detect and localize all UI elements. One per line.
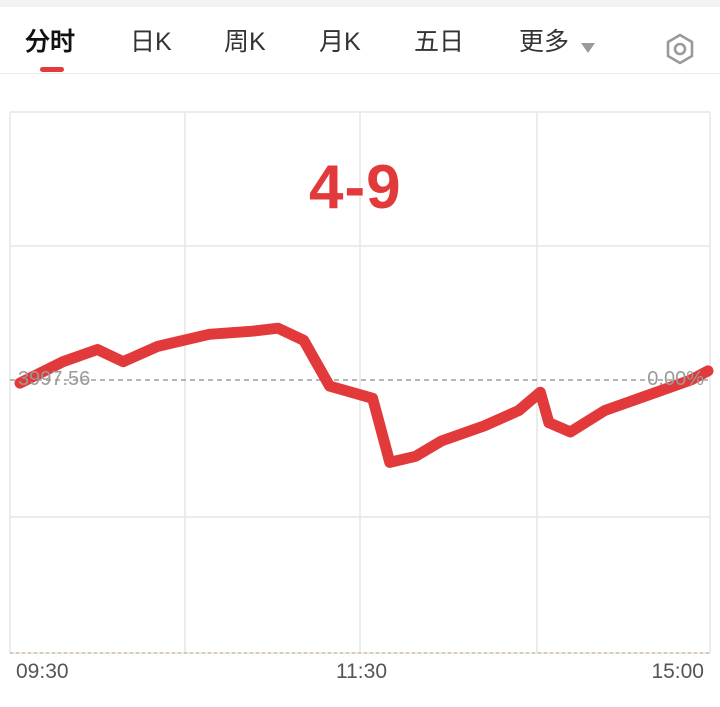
tab-weekly-k[interactable]: 周K [224,28,266,56]
x-tick-label: 15:00 [651,660,704,683]
x-tick-label: 09:30 [16,660,69,683]
active-tab-indicator [40,67,64,72]
tab-daily-k[interactable]: 日K [130,28,172,56]
settings-icon[interactable] [664,33,696,65]
tab-more[interactable]: 更多 [519,28,570,56]
x-tick-label: 11:30 [336,660,387,683]
prev-close-percent-label: 0.00% [647,368,704,390]
triangle-down-icon[interactable] [580,42,596,54]
tab-monthly-k[interactable]: 月K [319,28,361,56]
tab-five-day[interactable]: 五日 [414,28,465,56]
tab-intraday[interactable]: 分时 [25,28,76,56]
prev-close-price-label: 3997.56 [18,368,91,390]
intraday-chart [9,111,714,654]
chart-period-tabs: 分时 日K 周K 月K 五日 更多 [0,0,720,74]
date-annotation: 4-9 [309,153,402,222]
price-line [14,322,714,468]
